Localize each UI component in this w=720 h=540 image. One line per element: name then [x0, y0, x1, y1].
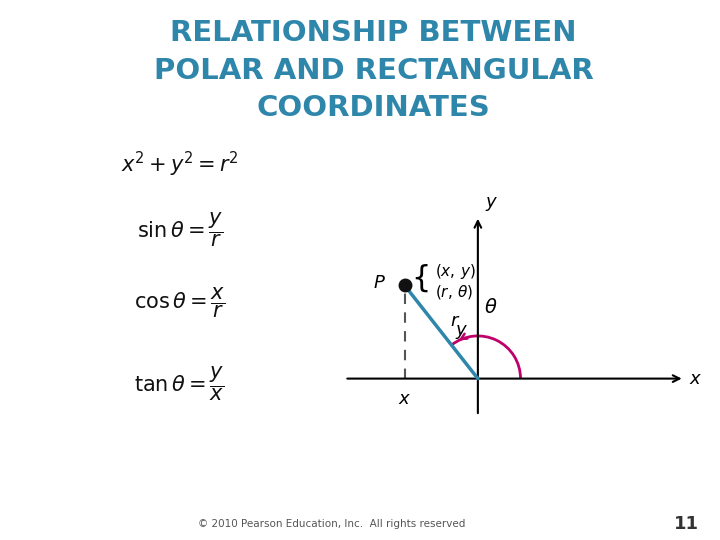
Text: $x$: $x$ [688, 369, 702, 388]
Text: $y$: $y$ [485, 195, 498, 213]
Text: $x$: $x$ [398, 389, 411, 408]
Text: $\sin\theta = \dfrac{y}{r}$: $\sin\theta = \dfrac{y}{r}$ [137, 210, 223, 249]
Text: $x^2 + y^2 = r^2$: $x^2 + y^2 = r^2$ [121, 150, 238, 179]
Text: $P$: $P$ [373, 274, 386, 292]
Text: $(x,\, y)$: $(x,\, y)$ [435, 262, 476, 281]
Text: 11: 11 [674, 515, 699, 533]
Text: $r$: $r$ [450, 312, 460, 330]
Text: $\tan\theta = \dfrac{y}{x}$: $\tan\theta = \dfrac{y}{x}$ [135, 364, 225, 403]
Text: $(r,\, \theta)$: $(r,\, \theta)$ [435, 283, 474, 301]
Text: © 2010 Pearson Education, Inc.  All rights reserved: © 2010 Pearson Education, Inc. All right… [199, 519, 466, 529]
Text: $\{$: $\{$ [411, 263, 428, 294]
Text: $\theta$: $\theta$ [485, 298, 498, 318]
Text: POLAR AND RECTANGULAR: POLAR AND RECTANGULAR [154, 57, 593, 85]
Text: $\cos\theta = \dfrac{x}{r}$: $\cos\theta = \dfrac{x}{r}$ [134, 285, 225, 320]
Text: RELATIONSHIP BETWEEN: RELATIONSHIP BETWEEN [171, 19, 577, 47]
Text: $y$: $y$ [455, 323, 469, 341]
Text: COORDINATES: COORDINATES [257, 94, 490, 123]
